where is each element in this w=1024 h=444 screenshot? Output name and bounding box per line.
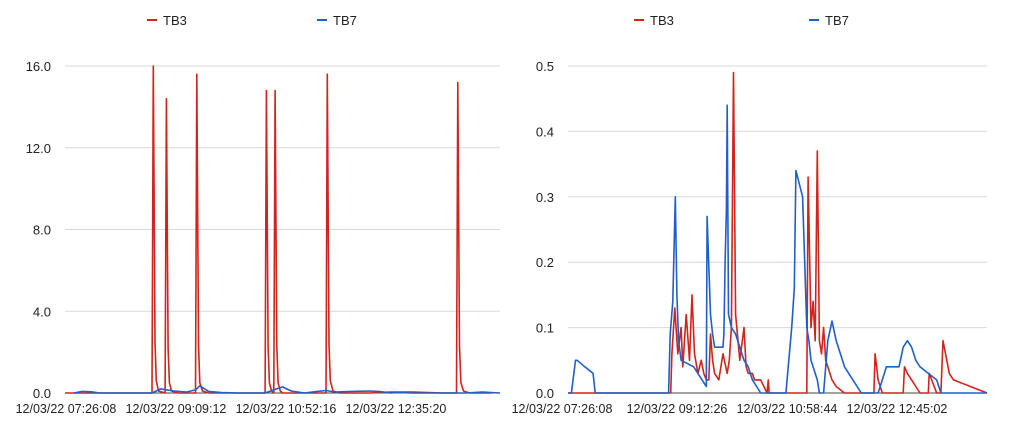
y-tick-label: 8.0 [33, 223, 51, 238]
y-tick-label: 0.0 [33, 386, 51, 401]
legend-label-tb7: TB7 [333, 13, 357, 28]
legend-label-tb3: TB3 [163, 13, 187, 28]
y-tick-label: 0.4 [536, 124, 554, 139]
x-tick-label: 12/03/22 09:09:12 [126, 402, 227, 416]
x-tick-label: 12/03/22 09:12:26 [627, 402, 728, 416]
x-tick-label: 12/03/22 10:58:44 [737, 402, 838, 416]
legend-label-tb3: TB3 [650, 13, 674, 28]
y-tick-label: 0.0 [536, 386, 554, 401]
y-tick-label: 0.3 [536, 190, 554, 205]
series-line-tb3 [568, 71, 988, 394]
x-tick-label: 12/03/22 07:26:08 [512, 402, 612, 416]
chart-right: 0.0 0.1 0.2 0.3 0.4 0.5 12/03/22 07:26:08 12/03… [512, 0, 1024, 439]
series-line-tb3 [65, 65, 492, 394]
chart-svg-0: 0.0 4.0 8.0 12.0 16.0 12/03/22 07:26:08 12/03/… [16, 13, 501, 416]
x-tick-label: 12/03/22 07:26:08 [16, 402, 117, 416]
y-tick-label: 12.0 [26, 141, 51, 156]
y-tick-label: 16.0 [26, 59, 51, 74]
x-tick-label: 12/03/22 10:52:16 [236, 402, 337, 416]
series-line-tb7 [73, 385, 501, 394]
y-tick-label: 0.1 [536, 321, 554, 336]
y-tick-label: 4.0 [33, 304, 51, 319]
series-line-tb7 [568, 104, 987, 394]
x-tick-label: 12/03/22 12:45:02 [847, 402, 948, 416]
y-tick-label: 0.2 [536, 255, 554, 270]
chart-svg-1: 0.0 0.1 0.2 0.3 0.4 0.5 12/03/22 07:26:08 12/03… [512, 13, 988, 416]
x-tick-label: 12/03/22 12:35:20 [346, 402, 447, 416]
chart-left: 0.0 4.0 8.0 12.0 16.0 12/03/22 07:26:08 12/03/… [0, 0, 512, 439]
legend-label-tb7: TB7 [825, 13, 849, 28]
y-tick-label: 0.5 [536, 59, 554, 74]
